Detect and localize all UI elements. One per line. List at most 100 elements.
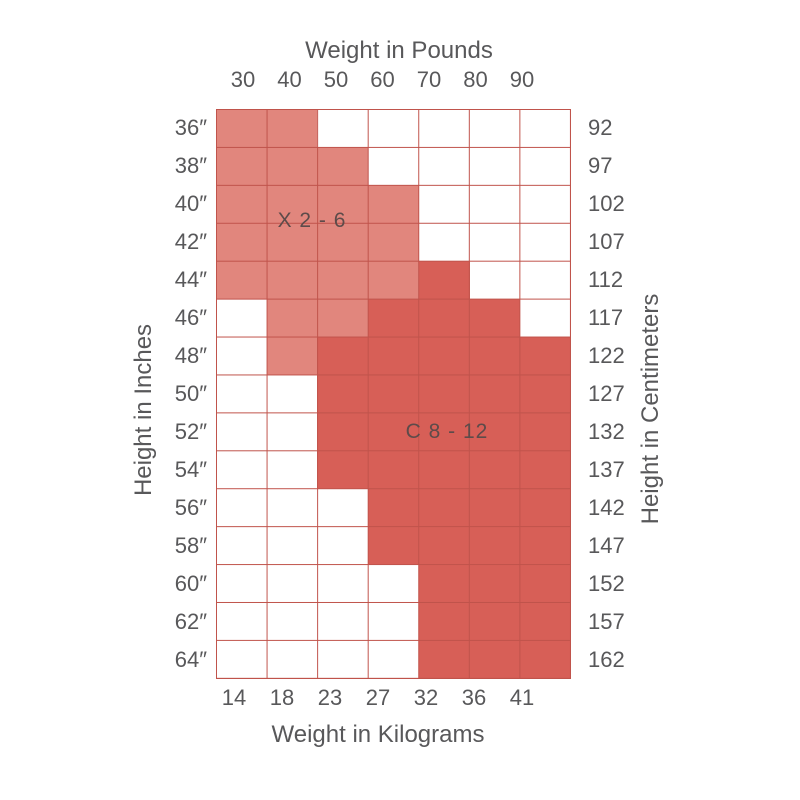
grid-cell-light (216, 147, 267, 185)
grid-cell-dark (520, 451, 571, 489)
grid-cell-dark (418, 603, 470, 641)
grid-cell-dark (520, 641, 571, 679)
right-tick-label: 147 (588, 533, 625, 558)
bottom-axis-title: Weight in Kilograms (271, 721, 485, 748)
grid-cell-dark (317, 451, 369, 489)
grid-cell-dark (418, 565, 470, 603)
zone-label-x2-6: X 2 - 6 (277, 209, 347, 232)
left-tick-label: 42″ (174, 229, 207, 254)
right-tick-label: 137 (588, 457, 625, 482)
grid-cell-dark (469, 489, 521, 527)
grid-cell-dark (520, 603, 571, 641)
grid-cell-dark (368, 451, 419, 489)
grid-cell-light (368, 223, 419, 261)
grid-cell-dark (520, 337, 571, 375)
grid-cell-dark (520, 489, 571, 527)
left-tick-label: 48″ (174, 343, 207, 368)
grid-cell-dark (418, 451, 470, 489)
grid-cell-light (368, 261, 419, 299)
left-tick-label: 44″ (174, 267, 207, 292)
left-tick-label: 60″ (174, 571, 207, 596)
grid-cell-light (266, 147, 318, 185)
grid-cell-light (266, 109, 318, 147)
top-axis-title: Weight in Pounds (305, 37, 493, 64)
grid-cell-light (317, 261, 369, 299)
top-tick-label: 90 (509, 67, 535, 92)
left-tick-label: 40″ (174, 191, 207, 216)
right-tick-label: 142 (588, 495, 625, 520)
grid-cell-light (317, 299, 369, 337)
bottom-tick-label: 14 (221, 685, 247, 710)
grid-cell-dark (317, 413, 369, 451)
grid-cell-light (317, 147, 369, 185)
grid-cell-light (216, 109, 267, 147)
grid-cell-light (266, 261, 318, 299)
grid-cell-dark (469, 565, 521, 603)
grid-cell-dark (368, 527, 419, 565)
bottom-tick-label: 32 (413, 685, 439, 710)
right-tick-label: 127 (588, 381, 625, 406)
right-tick-label: 132 (588, 419, 625, 444)
grid-cell-dark (418, 641, 470, 679)
top-tick-label: 80 (463, 67, 488, 92)
grid-cell-light (266, 299, 318, 337)
grid-cell-dark (520, 527, 571, 565)
grid-cell-dark (368, 299, 419, 337)
grid-cell-dark (418, 527, 470, 565)
grid-cell-light (216, 261, 267, 299)
top-tick-label: 60 (370, 67, 395, 92)
grid-cell-light (266, 337, 318, 375)
grid-cell-dark (418, 375, 470, 413)
left-tick-label: 64″ (174, 647, 207, 672)
right-tick-label: 122 (588, 343, 625, 368)
left-tick-label: 62″ (174, 609, 207, 634)
grid-cell-dark (520, 565, 571, 603)
left-tick-label: 56″ (174, 495, 207, 520)
right-tick-label: 152 (588, 571, 625, 596)
grid-cell-dark (469, 527, 521, 565)
left-tick-label: 54″ (174, 457, 207, 482)
zone-label-c8-12: C 8 - 12 (405, 420, 489, 443)
grid-cell-dark (418, 489, 470, 527)
top-tick-label: 30 (230, 67, 256, 92)
top-tick-label: 50 (323, 67, 349, 92)
grid-cell-light (216, 223, 267, 261)
bottom-tick-label: 18 (269, 685, 295, 710)
right-tick-label: 92 (588, 115, 613, 140)
grid-cell-dark (520, 375, 571, 413)
bottom-tick-label: 27 (365, 685, 391, 710)
grid-cell-light (368, 185, 419, 223)
right-tick-label: 107 (588, 229, 625, 254)
grid-cell-dark (469, 641, 521, 679)
left-tick-label: 36″ (174, 115, 207, 140)
bottom-tick-label: 41 (509, 685, 535, 710)
grid-cell-dark (368, 375, 419, 413)
right-tick-label: 157 (588, 609, 625, 634)
grid-cell-dark (317, 375, 369, 413)
left-tick-label: 46″ (174, 305, 207, 330)
grid-cell-dark (469, 603, 521, 641)
chart-grid (216, 109, 571, 679)
left-tick-label: 52″ (174, 419, 207, 444)
grid-cell-light (216, 185, 267, 223)
right-tick-label: 117 (588, 305, 624, 330)
grid-cell-dark (469, 375, 521, 413)
grid-cell-dark (469, 337, 521, 375)
right-tick-label: 102 (588, 191, 625, 216)
right-tick-label: 112 (588, 267, 624, 292)
grid-cell-dark (368, 337, 419, 375)
grid-cell-dark (368, 489, 419, 527)
top-tick-label: 70 (416, 67, 442, 92)
bottom-tick-label: 23 (317, 685, 343, 710)
grid-cell-dark (317, 337, 369, 375)
right-axis-title: Height in Centimeters (637, 293, 664, 525)
grid-cells (216, 109, 571, 679)
bottom-tick-label: 36 (461, 685, 487, 710)
right-tick-label: 162 (588, 647, 625, 672)
grid-cell-dark (418, 337, 470, 375)
left-tick-label: 38″ (174, 153, 207, 178)
top-tick-label: 40 (277, 67, 302, 92)
grid-cell-dark (418, 261, 470, 299)
grid-cell-dark (418, 299, 470, 337)
